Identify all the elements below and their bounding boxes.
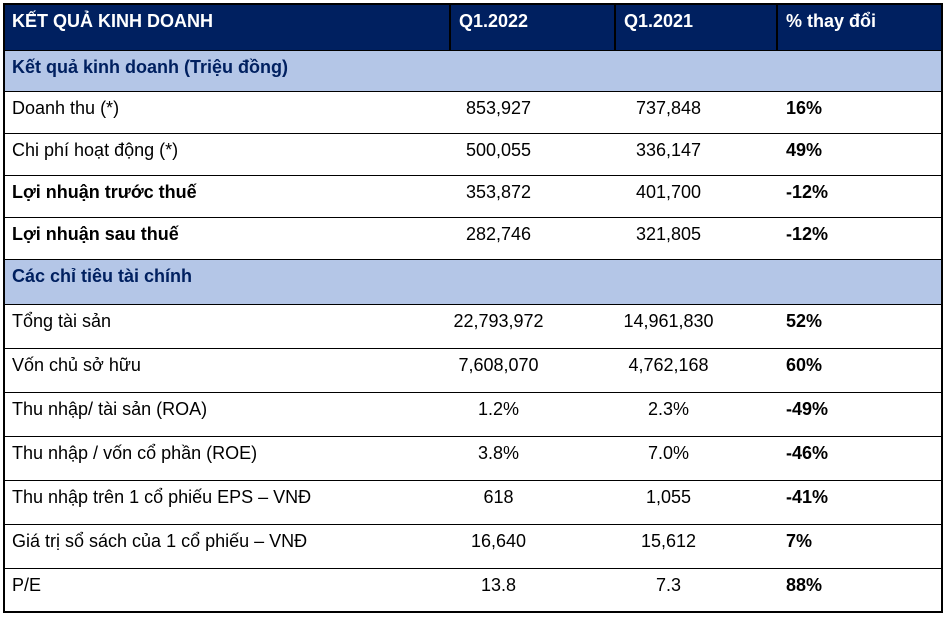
- cell-q1-2022: 353,872: [465, 181, 532, 202]
- table-row: Chi phí hoạt động (*) 500,055 336,147 49…: [4, 133, 942, 175]
- cell-change: -12%: [786, 223, 829, 244]
- cell-change: 49%: [786, 139, 823, 160]
- cell-change: 7%: [786, 530, 813, 551]
- row-label: Vốn chủ sở hữu: [12, 354, 141, 375]
- cell-q1-2021: 4,762,168: [628, 354, 709, 375]
- table-row: Thu nhập / vốn cổ phần (ROE) 3.8% 7.0% -…: [4, 436, 942, 480]
- cell-q1-2022: 22,793,972: [453, 310, 544, 331]
- cell-change: 88%: [786, 574, 823, 595]
- row-label: Thu nhập / vốn cổ phần (ROE): [12, 442, 258, 463]
- cell-q1-2021: 321,805: [635, 223, 702, 244]
- table-row: Thu nhập/ tài sản (ROA) 1.2% 2.3% -49%: [4, 392, 942, 436]
- cell-q1-2022: 1.2%: [477, 398, 520, 419]
- cell-q1-2022: 7,608,070: [458, 354, 539, 375]
- table-row: Lợi nhuận sau thuế 282,746 321,805 -12%: [4, 217, 942, 259]
- table-row: Giá trị sổ sách của 1 cổ phiếu – VNĐ 16,…: [4, 524, 942, 568]
- cell-q1-2022: 3.8%: [477, 442, 520, 463]
- cell-q1-2022: 500,055: [465, 139, 532, 160]
- cell-q1-2022: 853,927: [465, 97, 532, 118]
- row-label: Doanh thu (*): [12, 97, 120, 118]
- table-row: P/E 13.8 7.3 88%: [4, 568, 942, 612]
- section-header-business-results: Kết quả kinh doanh (Triệu đồng): [4, 50, 942, 91]
- cell-q1-2021: 7.3: [655, 574, 682, 595]
- cell-change: 52%: [786, 310, 823, 331]
- row-label: Lợi nhuận trước thuế: [12, 181, 197, 202]
- cell-q1-2021: 401,700: [635, 181, 702, 202]
- row-label: Lợi nhuận sau thuế: [12, 223, 179, 244]
- table-row: Vốn chủ sở hữu 7,608,070 4,762,168 60%: [4, 348, 942, 392]
- cell-q1-2021: 1,055: [645, 486, 692, 507]
- table-header-row: KẾT QUẢ KINH DOANH Q1.2022 Q1.2021 % tha…: [4, 4, 942, 50]
- row-label: Thu nhập trên 1 cổ phiếu EPS – VNĐ: [12, 486, 312, 507]
- cell-q1-2021: 14,961,830: [623, 310, 714, 331]
- row-label: Chi phí hoạt động (*): [12, 139, 179, 160]
- cell-change: 16%: [786, 97, 823, 118]
- row-label: Thu nhập/ tài sản (ROA): [12, 398, 208, 419]
- section-title: Các chỉ tiêu tài chính: [4, 259, 942, 304]
- row-label: P/E: [12, 574, 42, 595]
- cell-q1-2021: 737,848: [635, 97, 702, 118]
- column-header-q1-2022: Q1.2022: [450, 4, 616, 50]
- cell-q1-2021: 2.3%: [647, 398, 690, 419]
- cell-q1-2022: 16,640: [470, 530, 527, 551]
- financial-results-table: KẾT QUẢ KINH DOANH Q1.2022 Q1.2021 % tha…: [3, 3, 943, 613]
- cell-q1-2022: 618: [483, 486, 514, 507]
- row-label: Tổng tài sản: [12, 310, 112, 331]
- section-title: Kết quả kinh doanh (Triệu đồng): [4, 50, 942, 91]
- column-header-title: KẾT QUẢ KINH DOANH: [4, 4, 451, 50]
- cell-q1-2021: 15,612: [640, 530, 697, 551]
- cell-change: -49%: [786, 398, 829, 419]
- section-header-financial-indicators: Các chỉ tiêu tài chính: [4, 259, 942, 304]
- cell-q1-2022: 13.8: [480, 574, 517, 595]
- cell-change: -12%: [786, 181, 829, 202]
- cell-change: -46%: [786, 442, 829, 463]
- column-header-q1-2021: Q1.2021: [615, 4, 778, 50]
- cell-q1-2021: 7.0%: [647, 442, 690, 463]
- table-row: Lợi nhuận trước thuế 353,872 401,700 -12…: [4, 175, 942, 217]
- cell-change: -41%: [786, 486, 829, 507]
- table-row: Thu nhập trên 1 cổ phiếu EPS – VNĐ 618 1…: [4, 480, 942, 524]
- cell-q1-2021: 336,147: [635, 139, 702, 160]
- cell-change: 60%: [786, 354, 823, 375]
- table-row: Tổng tài sản 22,793,972 14,961,830 52%: [4, 304, 942, 348]
- column-header-change: % thay đổi: [777, 4, 942, 50]
- cell-q1-2022: 282,746: [465, 223, 532, 244]
- row-label: Giá trị sổ sách của 1 cổ phiếu – VNĐ: [12, 530, 308, 551]
- table-row: Doanh thu (*) 853,927 737,848 16%: [4, 91, 942, 133]
